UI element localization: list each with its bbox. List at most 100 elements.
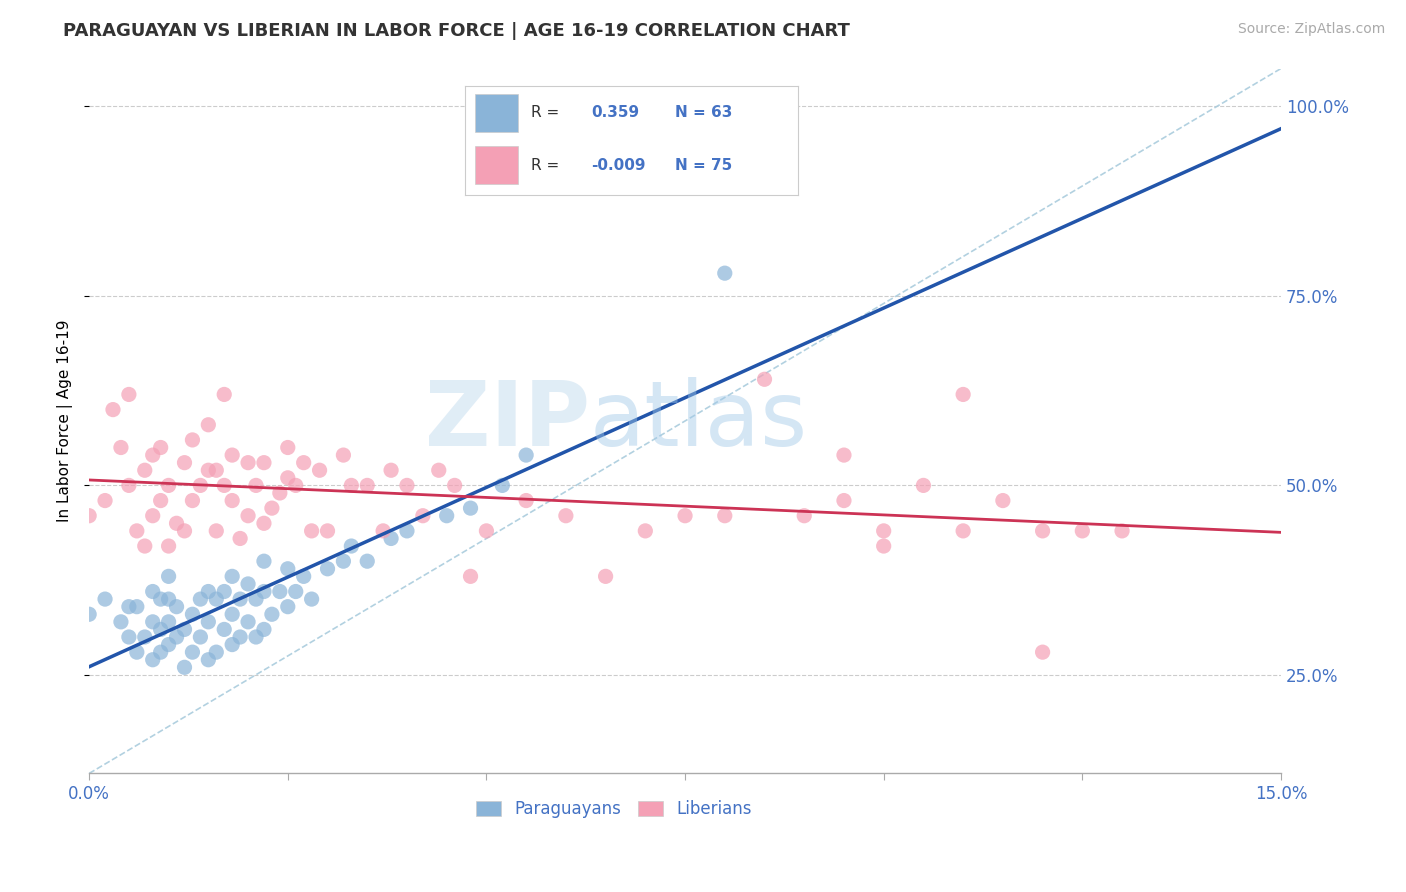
- Point: [77, 508, 100, 523]
- Point: [253, 456, 276, 470]
- Point: [118, 630, 141, 644]
- Point: [212, 623, 235, 637]
- Point: [157, 478, 180, 492]
- Point: [142, 584, 165, 599]
- Point: [395, 478, 418, 492]
- Point: [229, 630, 252, 644]
- Point: [190, 592, 212, 607]
- Point: [754, 372, 776, 386]
- Point: [110, 441, 132, 455]
- Point: [595, 569, 617, 583]
- Point: [475, 524, 498, 538]
- Point: [221, 638, 243, 652]
- Point: [205, 524, 228, 538]
- Point: [253, 554, 276, 568]
- Point: [118, 387, 141, 401]
- Point: [205, 463, 228, 477]
- Point: [260, 607, 283, 622]
- Point: [149, 441, 172, 455]
- Point: [134, 630, 156, 644]
- Point: [212, 478, 235, 492]
- Point: [277, 562, 299, 576]
- Point: [205, 592, 228, 607]
- Point: [212, 387, 235, 401]
- Point: [125, 599, 148, 614]
- Point: [340, 539, 363, 553]
- Point: [443, 478, 465, 492]
- Point: [301, 524, 323, 538]
- Point: [142, 508, 165, 523]
- Point: [212, 584, 235, 599]
- Point: [157, 539, 180, 553]
- Point: [332, 448, 354, 462]
- Point: [912, 478, 935, 492]
- Point: [157, 615, 180, 629]
- Point: [142, 448, 165, 462]
- Point: [125, 524, 148, 538]
- Point: [1071, 524, 1094, 538]
- Y-axis label: In Labor Force | Age 16-19: In Labor Force | Age 16-19: [58, 319, 73, 522]
- Point: [301, 592, 323, 607]
- Point: [173, 623, 195, 637]
- Point: [284, 584, 307, 599]
- Point: [316, 524, 339, 538]
- Point: [260, 501, 283, 516]
- Point: [332, 554, 354, 568]
- Point: [292, 569, 315, 583]
- Point: [149, 645, 172, 659]
- Point: [356, 478, 378, 492]
- Point: [181, 433, 204, 447]
- Point: [173, 660, 195, 674]
- Point: [952, 387, 974, 401]
- Point: [713, 266, 735, 280]
- Point: [236, 615, 259, 629]
- Point: [94, 493, 117, 508]
- Point: [460, 569, 482, 583]
- Point: [245, 630, 267, 644]
- Point: [197, 463, 219, 477]
- Point: [149, 623, 172, 637]
- Point: [245, 592, 267, 607]
- Point: [436, 508, 458, 523]
- Point: [277, 471, 299, 485]
- Point: [118, 478, 141, 492]
- Point: [380, 532, 402, 546]
- Point: [101, 402, 124, 417]
- Point: [173, 456, 195, 470]
- Point: [634, 524, 657, 538]
- Point: [316, 562, 339, 576]
- Point: [142, 615, 165, 629]
- Point: [229, 532, 252, 546]
- Point: [197, 417, 219, 432]
- Point: [157, 569, 180, 583]
- Point: [221, 493, 243, 508]
- Point: [991, 493, 1014, 508]
- Point: [832, 448, 855, 462]
- Point: [371, 524, 394, 538]
- Point: [253, 584, 276, 599]
- Point: [236, 508, 259, 523]
- Point: [197, 653, 219, 667]
- Point: [142, 653, 165, 667]
- Text: Source: ZipAtlas.com: Source: ZipAtlas.com: [1237, 22, 1385, 37]
- Point: [229, 592, 252, 607]
- Point: [380, 463, 402, 477]
- Point: [245, 478, 267, 492]
- Point: [460, 501, 482, 516]
- Point: [236, 456, 259, 470]
- Point: [166, 630, 188, 644]
- Point: [1111, 524, 1133, 538]
- Point: [832, 493, 855, 508]
- Point: [157, 638, 180, 652]
- Point: [236, 577, 259, 591]
- Point: [269, 486, 291, 500]
- Point: [221, 448, 243, 462]
- Point: [673, 508, 696, 523]
- Point: [134, 539, 156, 553]
- Point: [491, 478, 513, 492]
- Point: [190, 630, 212, 644]
- Point: [515, 448, 537, 462]
- Point: [277, 599, 299, 614]
- Point: [181, 645, 204, 659]
- Point: [395, 524, 418, 538]
